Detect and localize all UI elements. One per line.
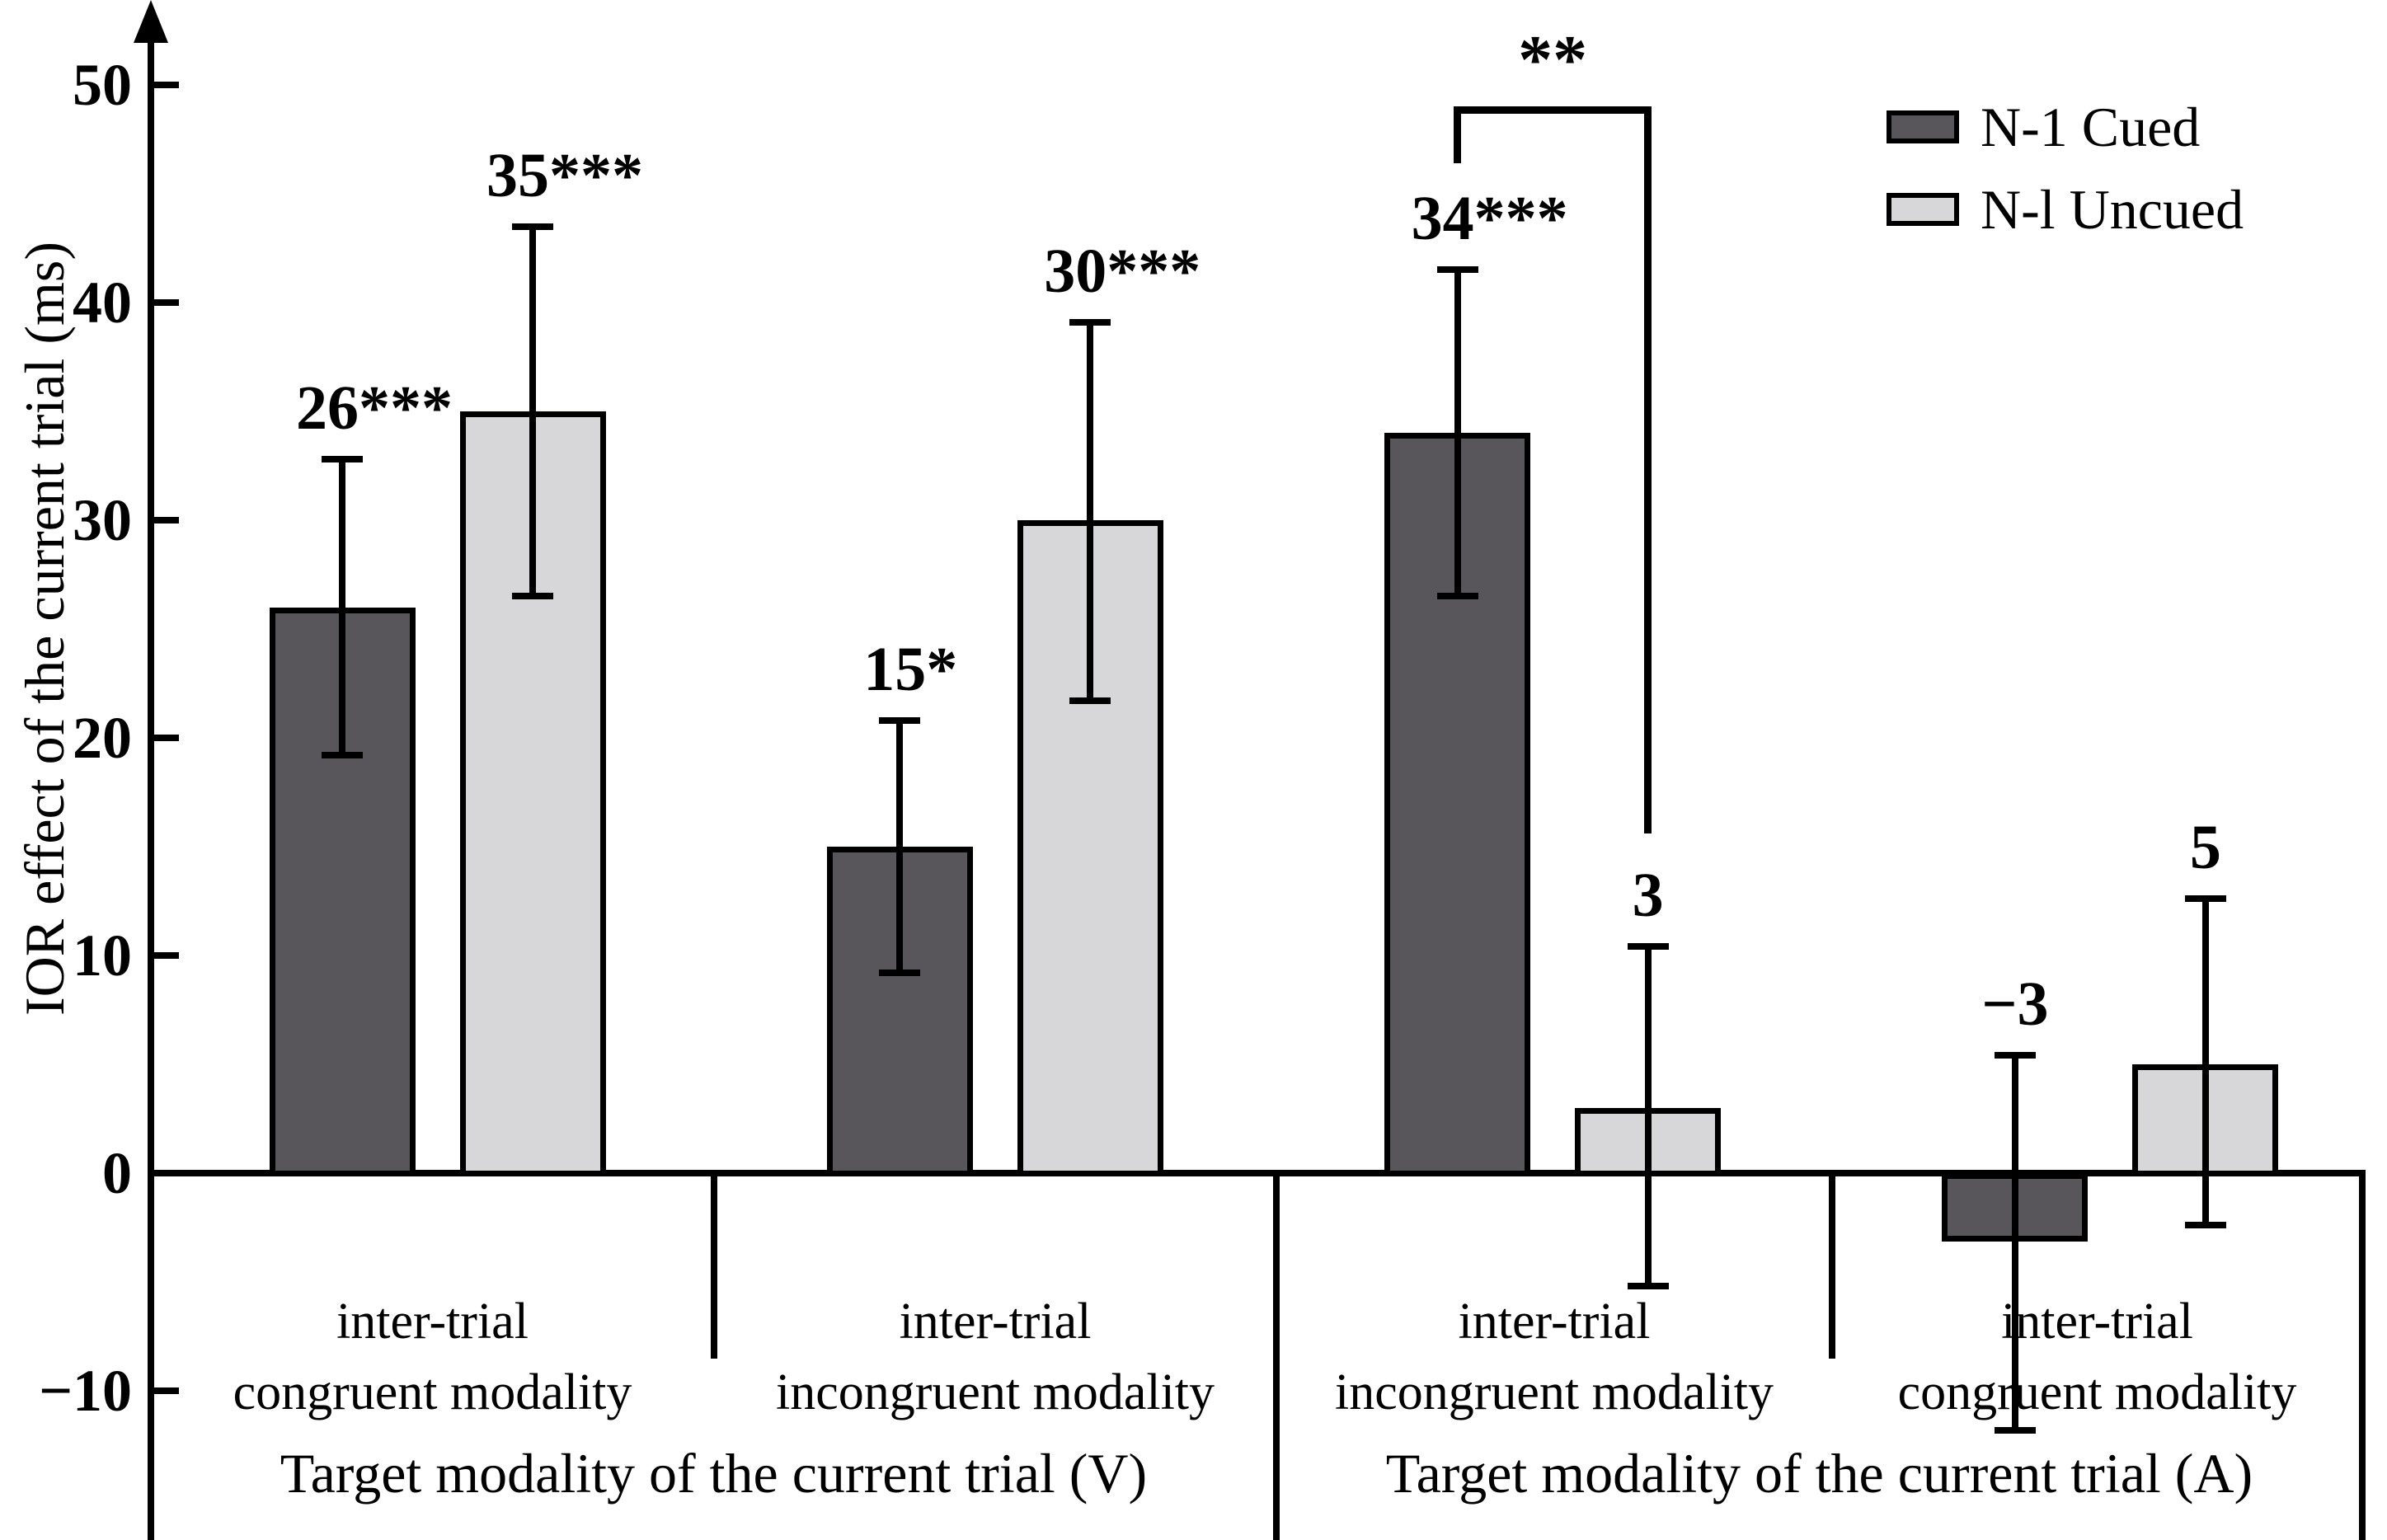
condition-label-line: inter-trial (1458, 1294, 1651, 1350)
bar-error-cap (1994, 1426, 2036, 1434)
bar-error-line (1087, 322, 1094, 702)
condition-label-line: inter-trial (2001, 1294, 2193, 1350)
bar-error-cap (1436, 266, 1478, 274)
y-tick-label: 0 (102, 1140, 132, 1206)
legend: N-1 Cued N-l Uncued (1887, 97, 2244, 262)
bar-error-cap (1627, 1283, 1669, 1290)
y-tick-label: 50 (73, 52, 132, 118)
legend-swatch-cued-icon (1887, 110, 1959, 143)
y-tick (154, 299, 179, 306)
y-tick (154, 735, 179, 741)
significance-bracket (1454, 106, 1462, 164)
group-axis-label: Target modality of the current trial (A) (1385, 1442, 2253, 1505)
bar-value-label: 34*** (1411, 184, 1568, 254)
bar-error-cap (322, 752, 363, 759)
y-tick (154, 82, 179, 88)
x-baseline (148, 1170, 2366, 1176)
condition-label-line: congruent modality (233, 1364, 632, 1420)
bar-value-label: 35*** (486, 140, 643, 210)
bar-error-cap (322, 456, 363, 463)
bar-error-cap (1069, 318, 1111, 326)
condition-label-line: inter-trial (899, 1294, 1092, 1350)
significance-label: ** (1518, 21, 1588, 99)
group-axis-label: Target modality of the current trial (V) (280, 1442, 1148, 1505)
bar-error-line (339, 459, 345, 756)
y-axis-line (148, 33, 154, 1540)
condition-label: inter-trial congruent modality (1898, 1286, 2297, 1428)
bar-error-cap (1069, 697, 1111, 705)
y-tick-label: −10 (38, 1358, 132, 1424)
significance-bracket (1454, 106, 1652, 115)
condition-label-line: incongruent modality (775, 1364, 1215, 1420)
bar-error-cap (879, 970, 921, 977)
bar-value-label: −3 (1981, 970, 2049, 1040)
bar-value-label: 15* (863, 634, 958, 704)
bar-error-cap (2184, 895, 2226, 903)
y-tick (154, 1387, 179, 1394)
legend-row: N-l Uncued (1887, 180, 2244, 239)
bar-error-cap (512, 593, 553, 600)
condition-label: inter-trial incongruent modality (1335, 1286, 1774, 1428)
bar-error-line (1454, 270, 1461, 597)
half-divider (1273, 1173, 1280, 1540)
bar (1384, 433, 1531, 1176)
y-tick-label: 30 (73, 487, 132, 553)
legend-label-uncued: N-l Uncued (1981, 178, 2244, 241)
bar-value-label: 3 (1632, 861, 1664, 931)
bar-error-cap (512, 223, 553, 230)
legend-swatch-uncued-icon (1887, 193, 1959, 226)
y-tick (154, 517, 179, 524)
condition-label: inter-trial congruent modality (233, 1286, 632, 1428)
bar-error-line (529, 226, 536, 597)
condition-label: inter-trial incongruent modality (776, 1286, 1215, 1428)
bar-error-cap (1436, 593, 1478, 600)
bar-error-cap (1627, 943, 1669, 951)
y-tick (154, 952, 179, 959)
bar-value-label: 30*** (1044, 236, 1201, 306)
bar-error-line (2201, 899, 2209, 1226)
bar-error-line (896, 720, 904, 974)
y-tick-label: 20 (73, 705, 132, 771)
y-tick-label: 10 (73, 923, 132, 988)
condition-label-line: incongruent modality (1334, 1364, 1774, 1420)
category-divider (711, 1173, 717, 1359)
y-tick-label: 40 (73, 270, 132, 336)
bar-error-cap (2184, 1222, 2226, 1229)
plot-right-boundary (2359, 1173, 2366, 1540)
y-axis-arrow-icon (134, 0, 168, 43)
bar-error-line (1644, 946, 1652, 1287)
bar-error-line (2011, 1055, 2018, 1430)
bar-error-cap (1994, 1052, 2036, 1059)
significance-bracket (1644, 106, 1652, 834)
bar-value-label: 26*** (296, 373, 453, 444)
condition-label-line: inter-trial (336, 1294, 529, 1350)
bar-value-label: 5 (2189, 813, 2221, 883)
legend-label-cued: N-1 Cued (1981, 96, 2201, 158)
condition-label-line: congruent modality (1897, 1364, 2297, 1420)
category-divider (1829, 1173, 1835, 1359)
legend-row: N-1 Cued (1887, 97, 2244, 157)
bar-error-cap (879, 716, 921, 724)
